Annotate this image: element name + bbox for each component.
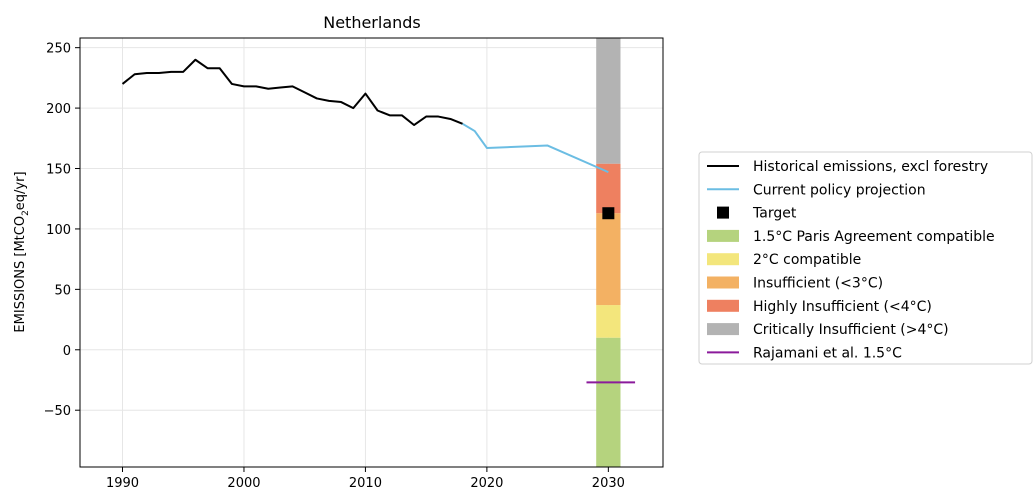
legend-label-rajamani-et-al-1-5-c: Rajamani et al. 1.5°C [753, 345, 902, 361]
legend-label-historical-emissions-excl-forestry: Historical emissions, excl forestry [753, 159, 988, 175]
legend-box [698, 151, 1033, 365]
y-tick-label: 250 [46, 42, 71, 57]
legend-label-target: Target [752, 206, 797, 222]
y-axis-label-suffix: eq/yr] [13, 171, 28, 210]
x-tick-label: 2030 [592, 476, 625, 491]
x-tick-label: 2010 [349, 476, 382, 491]
x-tick-label: 2000 [227, 476, 260, 491]
x-tick-label: 2020 [470, 476, 503, 491]
legend-swatch-insufficient-3-c- [707, 276, 739, 289]
y-tick-label: 50 [54, 283, 71, 298]
legend-swatch-1-5-c-paris-agreement-compatible [707, 229, 739, 242]
legend-label-1-5-c-paris-agreement-compatible: 1.5°C Paris Agreement compatible [753, 229, 995, 245]
legend-label-insufficient-3-c-: Insufficient (<3°C) [753, 276, 883, 292]
y-tick-label: 0 [63, 344, 71, 359]
target-marker [602, 207, 615, 220]
x-tick-label: 1990 [106, 476, 139, 491]
band-critically-insufficient-4-c- [596, 38, 621, 164]
y-tick-label: 200 [46, 102, 71, 117]
band-insufficient-3-c- [596, 213, 621, 306]
y-axis-label: EMISSIONS [MtCO2eq/yr] [13, 171, 31, 332]
band-2-c-compatible [596, 305, 621, 338]
y-tick-label: −50 [44, 404, 71, 419]
plot-area: 1990 2000 2010 2020 2030 −50 0 50 100 150 200 250 [44, 37, 664, 491]
chart-title: Netherlands [323, 13, 421, 32]
legend-swatch-2-c-compatible [707, 253, 739, 266]
legend-label-critically-insufficient-4-c-: Critically Insufficient (>4°C) [753, 322, 949, 338]
legend: Historical emissions, excl forestry Curre… [698, 151, 1033, 365]
legend-swatch-critically-insufficient-4-c- [707, 323, 739, 336]
y-tick-label: 100 [46, 223, 71, 238]
series-line-current-policy-projection [462, 122, 609, 174]
y-axis-label-prefix: EMISSIONS [MtCO [13, 216, 28, 333]
band-1-5-c-paris-agreement-compatible [596, 337, 621, 467]
legend-label-highly-insufficient-4-c-: Highly Insufficient (<4°C) [753, 299, 932, 315]
legend-swatch-target [717, 206, 729, 219]
plot-frame [79, 37, 664, 468]
legend-swatch-highly-insufficient-4-c- [707, 299, 739, 312]
legend-label-2-c-compatible: 2°C compatible [753, 252, 861, 268]
legend-label-current-policy-projection: Current policy projection [753, 182, 926, 198]
y-tick-label: 150 [46, 163, 71, 178]
series-line-historical-emissions-excl-forestry [121, 58, 463, 127]
y-axis-label-subscript: 2 [21, 210, 31, 216]
